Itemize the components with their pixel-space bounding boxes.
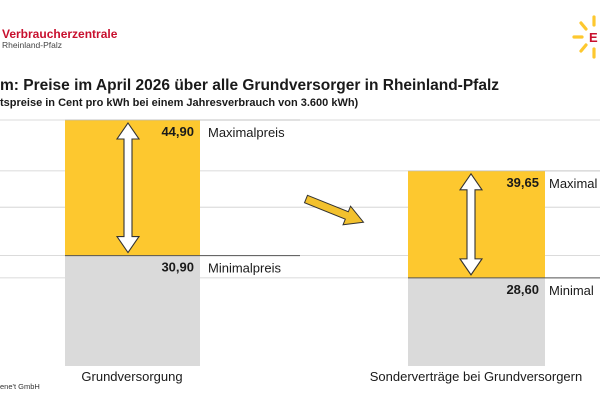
brand-region: Rheinland-Pfalz (2, 40, 63, 50)
logo-letter: E (589, 30, 598, 45)
transition-arrow-icon (303, 194, 365, 226)
category-label-1: Sonderverträge bei Grundversorgern (370, 369, 582, 384)
min-value-label-1: 28,60 (506, 282, 539, 297)
bar-min-0 (65, 255, 200, 366)
max-value-label-1: 39,65 (506, 175, 539, 190)
sun-logo-icon: E (572, 15, 598, 59)
category-label-0: Grundversorgung (81, 369, 182, 384)
brand-name: Verbraucherzentrale (2, 27, 118, 41)
chart-title: m: Preise im April 2026 über alle Grundv… (0, 77, 500, 94)
max-value-label-0: 44,90 (161, 124, 194, 139)
range-arrow-icon-1 (458, 172, 484, 276)
min-annotation-0: Minimalpreis (208, 261, 281, 276)
min-annotation-1: Minimal (549, 283, 594, 298)
max-annotation-1: Maximal (549, 176, 598, 191)
source-note: ene't GmbH (0, 382, 40, 391)
max-annotation-0: Maximalpreis (208, 125, 285, 140)
bar-min-1 (408, 277, 545, 366)
chart-subtitle: tspreise in Cent pro kWh bei einem Jahre… (0, 97, 359, 109)
min-value-label-0: 30,90 (161, 260, 194, 275)
range-arrow-icon-0 (115, 122, 141, 254)
